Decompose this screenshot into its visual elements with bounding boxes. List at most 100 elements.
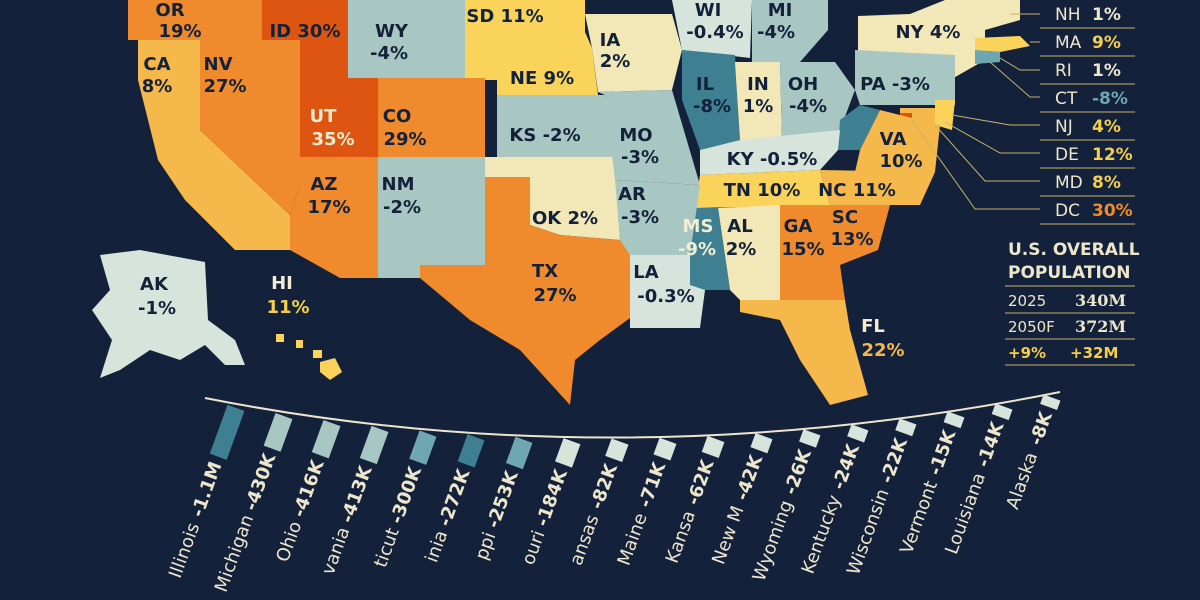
bar-category-label: ouri xyxy=(518,528,550,568)
sidebar-abbr-dc: DC xyxy=(1055,201,1080,221)
state-shape-ar xyxy=(615,180,700,255)
state-label-hi: HI xyxy=(271,273,293,294)
state-value-ut: 35% xyxy=(311,129,354,150)
state-label-ga: GA xyxy=(784,216,813,237)
state-shape-ks xyxy=(497,95,615,157)
state-label-ca: CA xyxy=(143,54,170,75)
state-shape-id xyxy=(262,0,348,47)
sidebar-value-nj: 4% xyxy=(1092,117,1121,137)
overall-row1-label: 2025 xyxy=(1008,292,1046,310)
state-value-nm: -2% xyxy=(383,197,421,218)
state-value-la: -0.3% xyxy=(637,286,694,307)
bar-rect xyxy=(605,438,629,463)
state-label-ok: OK 2% xyxy=(532,208,598,229)
state-value-mi: -4% xyxy=(757,22,795,43)
state-shape-wy xyxy=(348,0,465,78)
bar-category-label: ppi xyxy=(471,529,500,562)
overall-population-panel: U.S. OVERALL POPULATION 2025 340M 2050F … xyxy=(1005,240,1140,366)
state-label-ky: KY -0.5% xyxy=(727,149,818,170)
state-label-co: CO xyxy=(383,106,412,127)
state-label-ar: AR xyxy=(618,184,646,205)
state-value-wy: -4% xyxy=(370,43,408,64)
bar-value-label: -430K xyxy=(240,450,280,514)
state-value-fl: 22% xyxy=(861,340,904,361)
bar-value-label: -1.1M xyxy=(187,459,226,520)
state-shape-ut xyxy=(300,47,378,157)
state-shape-ia xyxy=(585,14,682,92)
overall-row2-label: 2050F xyxy=(1008,318,1055,336)
state-label-ut: UT xyxy=(310,106,338,127)
small-states-sidebar: NH 1% MA 9% RI 1% CT -8% NJ 4% DE 12% xyxy=(1040,5,1135,225)
state-value-al: 2% xyxy=(726,239,757,260)
bar-rect xyxy=(895,418,917,437)
state-labels: OR 19% ID 30% WY -4% SD 11% WI -0.4% MI … xyxy=(138,0,960,361)
leader-line-ri xyxy=(999,57,1040,71)
state-value-mo: -3% xyxy=(621,147,659,168)
state-shape-hi-4 xyxy=(320,358,342,380)
leader-line-ct xyxy=(989,61,1040,98)
bar-value-label: -71K xyxy=(635,459,671,511)
state-value-wi: -0.4% xyxy=(686,22,743,43)
sidebar-row-nj: NJ 4% xyxy=(1040,117,1135,141)
state-label-ms: MS xyxy=(683,216,714,237)
bar-value-label: -62K xyxy=(683,456,719,508)
state-value-nv: 27% xyxy=(203,76,246,97)
state-shape-al xyxy=(718,205,780,300)
sidebar-row-ma: MA 9% xyxy=(1040,33,1135,57)
state-shape-ct xyxy=(975,50,1000,64)
state-label-ks: KS -2% xyxy=(509,125,580,146)
state-label-nv: NV xyxy=(204,54,233,75)
state-shape-pa xyxy=(855,50,955,105)
state-label-la: LA xyxy=(633,262,658,283)
state-shape-co xyxy=(378,78,485,157)
sidebar-abbr-md: MD xyxy=(1055,173,1083,193)
state-value-ca: 8% xyxy=(142,76,173,97)
leader-line-nj xyxy=(951,114,1040,126)
sidebar-value-ma: 9% xyxy=(1092,33,1121,53)
bar-rect xyxy=(209,404,245,460)
sidebar-row-ct: CT -8% xyxy=(1040,89,1135,113)
bar-rect xyxy=(847,424,869,443)
state-label-al: AL xyxy=(727,216,752,237)
state-label-id: ID 30% xyxy=(269,21,340,42)
bar-value-label: -82K xyxy=(586,460,622,512)
state-value-in: 1% xyxy=(743,96,774,117)
bar-category-label: Wyoming xyxy=(749,498,798,585)
sidebar-value-dc: 30% xyxy=(1092,201,1133,221)
bar-category-label: Louisiana xyxy=(941,470,990,557)
overall-title-line2: POPULATION xyxy=(1008,263,1130,283)
state-label-ny: NY 4% xyxy=(896,22,961,43)
state-shape-tn xyxy=(695,170,830,208)
state-shape-fl xyxy=(740,300,868,405)
state-shape-hi-2 xyxy=(296,340,303,348)
state-label-pa: PA -3% xyxy=(860,74,930,95)
sidebar-abbr-ct: CT xyxy=(1055,89,1078,109)
state-shape-mi xyxy=(752,0,828,62)
state-shape-wi xyxy=(672,0,752,58)
bar-category-label: Alaska xyxy=(1002,450,1042,513)
bar-category-label: Wisconsin xyxy=(843,486,893,578)
state-shape-la xyxy=(630,255,705,328)
state-shape-mo xyxy=(598,90,700,185)
bar-category-label: Illinois xyxy=(165,520,204,581)
sidebar-row-nh: NH 1% xyxy=(1040,5,1135,29)
state-shape-ne xyxy=(465,32,598,95)
bar-category-label: New M xyxy=(708,503,748,567)
overall-row2-value: 372M xyxy=(1075,317,1126,336)
state-shape-in xyxy=(735,62,782,140)
state-shape-nc xyxy=(820,170,935,205)
state-shape-va xyxy=(855,110,940,172)
state-label-tn: TN 10% xyxy=(724,180,801,201)
state-label-nc: NC 11% xyxy=(818,180,896,201)
state-value-co: 29% xyxy=(383,129,426,150)
state-label-il: IL xyxy=(696,74,714,95)
state-value-va: 10% xyxy=(879,151,922,172)
bar-rect xyxy=(505,436,533,470)
bar-rect xyxy=(701,435,725,458)
state-label-ia: IA xyxy=(600,30,621,51)
bar-category-label: vania xyxy=(318,524,355,577)
state-shape-nj xyxy=(935,100,955,130)
bar-category-label: Vermont xyxy=(896,478,942,557)
bar-value-label: -26K xyxy=(780,446,816,498)
bar-value-label: -413K xyxy=(337,462,377,526)
